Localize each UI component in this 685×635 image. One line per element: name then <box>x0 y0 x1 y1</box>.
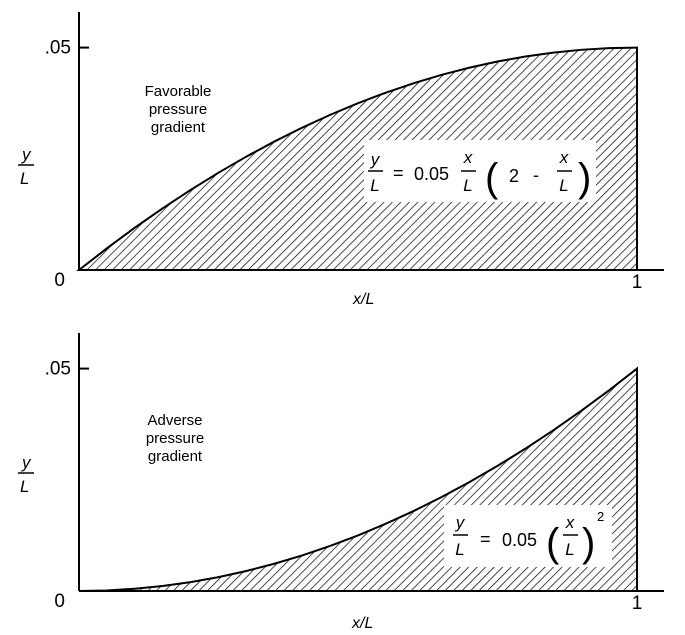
y-axis-label: y L <box>18 453 34 496</box>
eq-inner-numerator: x <box>559 148 569 167</box>
tick-group: .05 0 1 <box>45 359 643 614</box>
eq-frac-denominator: L <box>463 176 472 195</box>
x-tick-label: 1 <box>632 593 643 614</box>
annotation-line-2: pressure <box>146 430 204 447</box>
annotation-line-1: Favorable <box>145 83 212 100</box>
annotation-text: Favorable pressure gradient <box>145 83 212 136</box>
y-axis-label: y L <box>18 145 34 188</box>
eq-inner-constant: 2 <box>509 166 519 186</box>
eq-close-paren: ) <box>582 521 595 565</box>
eq-frac-numerator: x <box>565 513 575 532</box>
eq-open-paren: ( <box>546 521 560 565</box>
annotation-line-2: pressure <box>149 101 207 118</box>
x-axis-label: x/L <box>351 615 373 632</box>
y-tick-label: .05 <box>45 359 71 380</box>
eq-close-paren: ) <box>578 156 591 200</box>
y-axis-label-denominator: L <box>20 169 29 188</box>
eq-coefficient: 0.05 <box>414 164 449 184</box>
eq-lhs-numerator: y <box>455 513 466 532</box>
series-area <box>76 46 638 271</box>
x-tick-label: 0 <box>54 270 65 291</box>
x-tick-label: 0 <box>54 591 65 612</box>
annotation-line-3: gradient <box>148 448 203 465</box>
shaded-area-group <box>76 46 638 271</box>
annotation-line-1: Adverse <box>147 412 202 429</box>
eq-frac-numerator: x <box>463 148 473 167</box>
y-axis-label-numerator: y <box>21 145 32 164</box>
equation: y L = 0.05 ( x L ) 2 <box>444 505 612 567</box>
tick-group: .05 0 1 <box>45 38 643 293</box>
eq-frac-denominator: L <box>565 540 574 559</box>
eq-open-paren: ( <box>485 156 499 200</box>
eq-equals: = <box>480 529 491 549</box>
annotation-text: Adverse pressure gradient <box>146 412 204 465</box>
equation-background <box>444 505 612 567</box>
adverse-gradient-chart: .050 1 y L x/L Adverse pressure gradient … <box>18 333 664 632</box>
eq-lhs-numerator: y <box>370 150 381 169</box>
favorable-gradient-chart: .05 0 1 y L x/L Favorable pressure gradien… <box>18 12 664 308</box>
eq-lhs-denominator: L <box>455 540 464 559</box>
x-tick-label: 1 <box>632 272 643 293</box>
y-tick-label: .05 <box>45 38 71 59</box>
annotation-line-3: gradient <box>151 119 206 136</box>
eq-minus: - <box>533 165 539 185</box>
y-axis-label-numerator: y <box>21 453 32 472</box>
eq-lhs-denominator: L <box>370 176 379 195</box>
equation: y L = 0.05 x L ( 2 - x L ) <box>364 140 596 202</box>
eq-coefficient: 0.05 <box>502 530 537 550</box>
x-axis-label: x/L <box>352 291 374 308</box>
eq-inner-denominator: L <box>559 176 568 195</box>
y-axis-label-denominator: L <box>20 477 29 496</box>
eq-equals: = <box>393 163 404 183</box>
eq-exponent: 2 <box>597 509 604 524</box>
